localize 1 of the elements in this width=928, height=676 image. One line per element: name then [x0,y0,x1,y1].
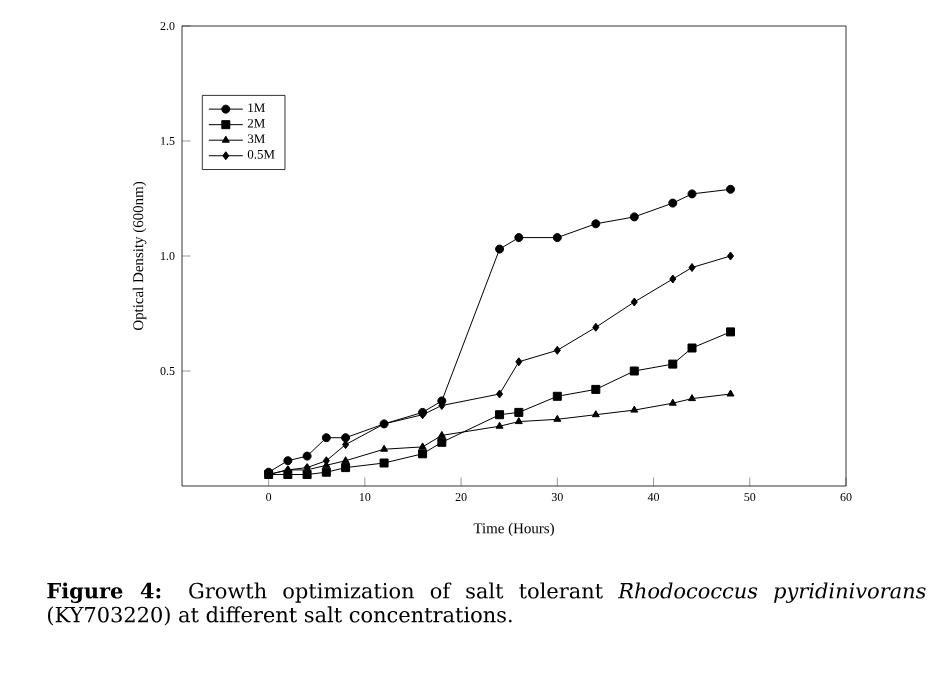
text: Figure 4: Growth optimization of salt tolerant Rhodococcus pyridinivorans (KY703220) at different salt concentrations. [47,582,926,626]
